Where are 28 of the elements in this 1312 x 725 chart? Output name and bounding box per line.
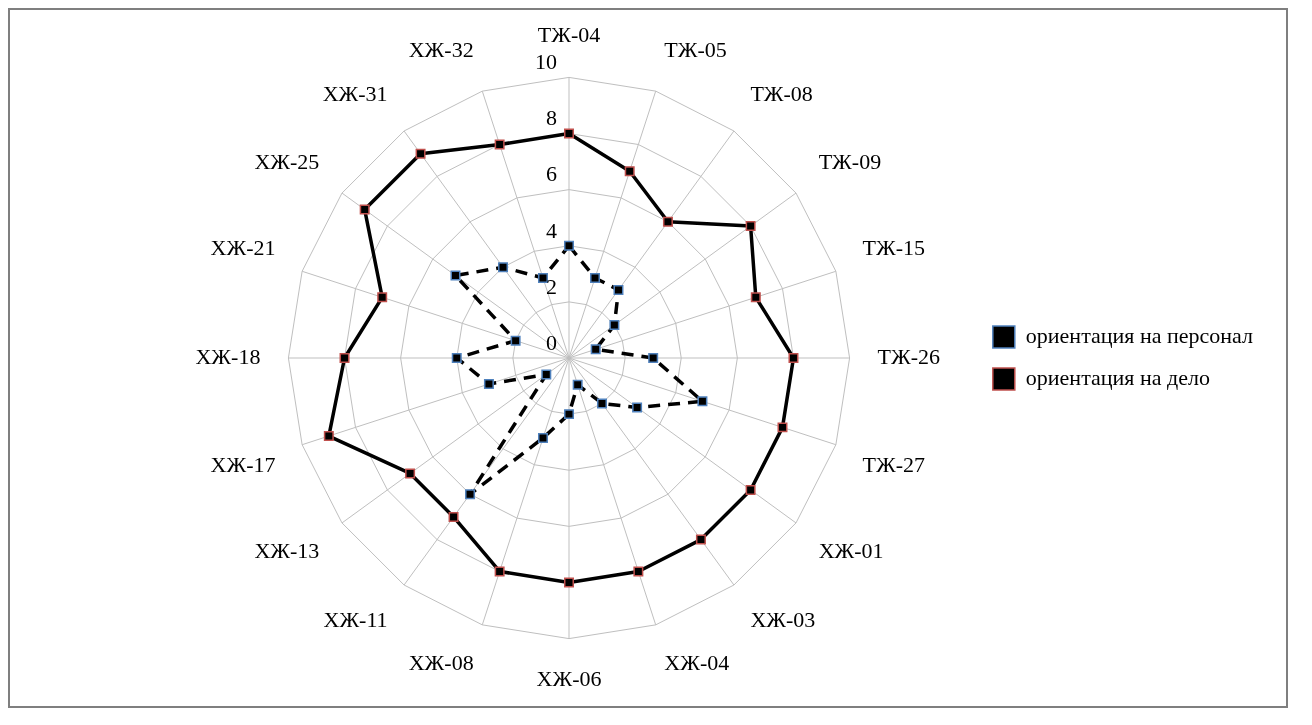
spoke-label: ТЖ-08 xyxy=(750,80,813,106)
y-tick-label: 4 xyxy=(546,217,557,243)
y-tick-label: 10 xyxy=(535,49,557,75)
spoke-label: ХЖ-01 xyxy=(818,538,884,564)
spoke-label: ХЖ-06 xyxy=(536,665,602,691)
y-tick-label: 8 xyxy=(546,105,557,131)
spoke-label: ХЖ-03 xyxy=(750,606,816,632)
spoke-label: ХЖ-21 xyxy=(210,235,276,261)
spoke-label: ХЖ-32 xyxy=(408,37,474,63)
y-tick-label: 6 xyxy=(546,161,557,187)
spoke-label: ХЖ-13 xyxy=(254,538,320,564)
spoke-label: ТЖ-26 xyxy=(877,343,941,369)
y-tick-label: 0 xyxy=(546,329,557,355)
legend-label: ориентация на персонал xyxy=(1025,322,1254,348)
spoke-label: ХЖ-18 xyxy=(195,343,261,369)
spoke-label: ХЖ-31 xyxy=(322,80,388,106)
spoke-label: ХЖ-17 xyxy=(210,452,276,478)
spoke-label: ТЖ-05 xyxy=(664,37,727,63)
spoke-label: ХЖ-25 xyxy=(254,149,320,175)
spoke-label: ТЖ-04 xyxy=(537,21,601,47)
spoke-label: ХЖ-11 xyxy=(323,606,388,632)
spoke-label: ТЖ-09 xyxy=(818,149,882,175)
legend-label: ориентация на дело xyxy=(1025,364,1210,390)
spoke-label: ТЖ-15 xyxy=(862,235,925,261)
y-tick-label: 2 xyxy=(546,273,557,299)
spoke-label: ХЖ-08 xyxy=(408,650,474,676)
spoke-label: ХЖ-04 xyxy=(664,650,730,676)
spoke-label: ТЖ-27 xyxy=(862,452,925,478)
